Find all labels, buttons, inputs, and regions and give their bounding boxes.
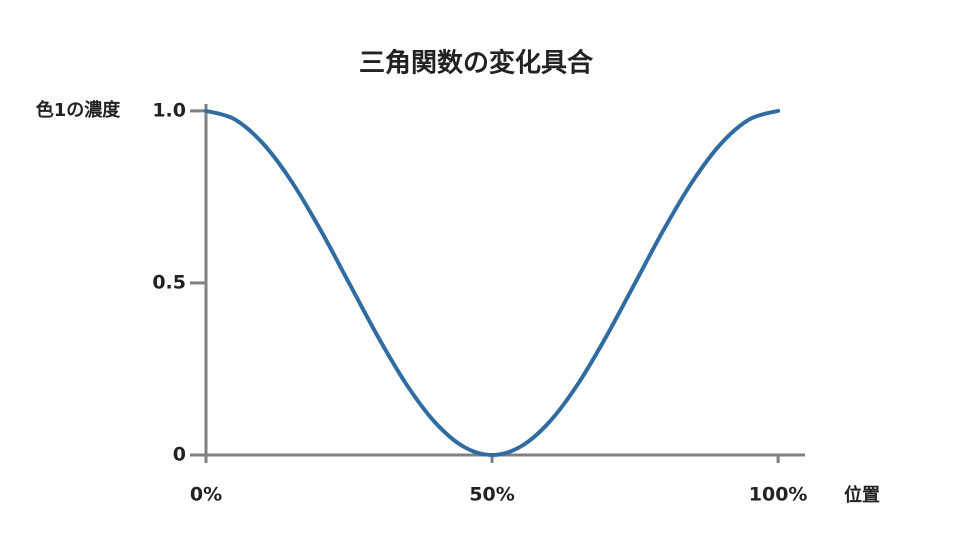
y-tick-label: 0.5 bbox=[152, 271, 186, 293]
y-tick-label: 0 bbox=[173, 444, 186, 466]
x-axis-label: 位置 bbox=[844, 484, 880, 506]
x-tick-label: 100% bbox=[749, 484, 808, 506]
y-tick-label: 1.0 bbox=[152, 99, 186, 121]
y-axis-label: 色1の濃度 bbox=[36, 99, 122, 121]
x-tick-label: 50% bbox=[469, 484, 514, 506]
x-tick-label: 0% bbox=[190, 484, 222, 506]
line-series bbox=[204, 108, 781, 458]
chart-title: 三角関数の変化具合 bbox=[359, 48, 594, 79]
